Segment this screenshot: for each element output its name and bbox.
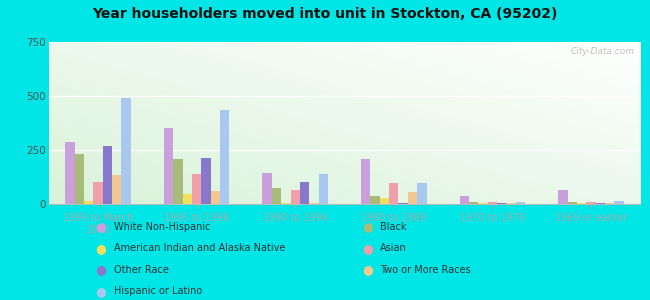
Text: ●: ● [362,242,372,255]
Text: American Indian and Alaska Native: American Indian and Alaska Native [114,243,285,253]
Bar [65,142,75,204]
Bar [478,203,488,204]
Bar [192,174,202,204]
Bar [488,202,497,204]
Bar [272,188,281,204]
Bar [361,159,370,204]
Text: Other Race: Other Race [114,265,168,275]
Text: ●: ● [96,242,106,255]
Bar [173,159,183,204]
Text: ●: ● [362,263,372,276]
Bar [567,202,577,204]
Bar [103,146,112,204]
Text: City-Data.com: City-Data.com [570,47,634,56]
Bar [75,154,84,204]
Bar [605,203,614,204]
Text: ●: ● [96,263,106,276]
Text: ●: ● [96,285,106,298]
Bar [202,158,211,204]
Text: Asian: Asian [380,243,407,253]
Bar [506,203,516,204]
Bar [281,203,291,204]
Bar [112,175,122,204]
Bar [497,203,506,204]
Bar [94,182,103,204]
Text: ●: ● [362,220,372,233]
Bar [469,202,478,204]
Bar [370,196,380,204]
Bar [398,203,408,204]
Bar [220,110,229,204]
Text: Hispanic or Latino: Hispanic or Latino [114,286,202,296]
Bar [211,191,220,204]
Bar [84,201,94,204]
Text: White Non-Hispanic: White Non-Hispanic [114,221,210,232]
Text: Black: Black [380,221,407,232]
Bar [318,174,328,204]
Bar [614,201,624,204]
Bar [291,190,300,204]
Bar [309,203,318,204]
Bar [380,197,389,204]
Text: Two or More Races: Two or More Races [380,265,471,275]
Text: Year householders moved into unit in Stockton, CA (95202): Year householders moved into unit in Sto… [92,8,558,22]
Bar [516,202,525,204]
Bar [389,184,398,204]
Bar [417,184,426,204]
Bar [183,194,192,204]
Bar [595,203,605,204]
Bar [263,173,272,204]
Bar [300,182,309,204]
Bar [408,192,417,204]
Bar [122,98,131,204]
Text: ●: ● [96,220,106,233]
Bar [460,196,469,204]
Bar [586,202,595,204]
Bar [164,128,173,204]
Bar [558,190,567,204]
Bar [577,203,586,204]
